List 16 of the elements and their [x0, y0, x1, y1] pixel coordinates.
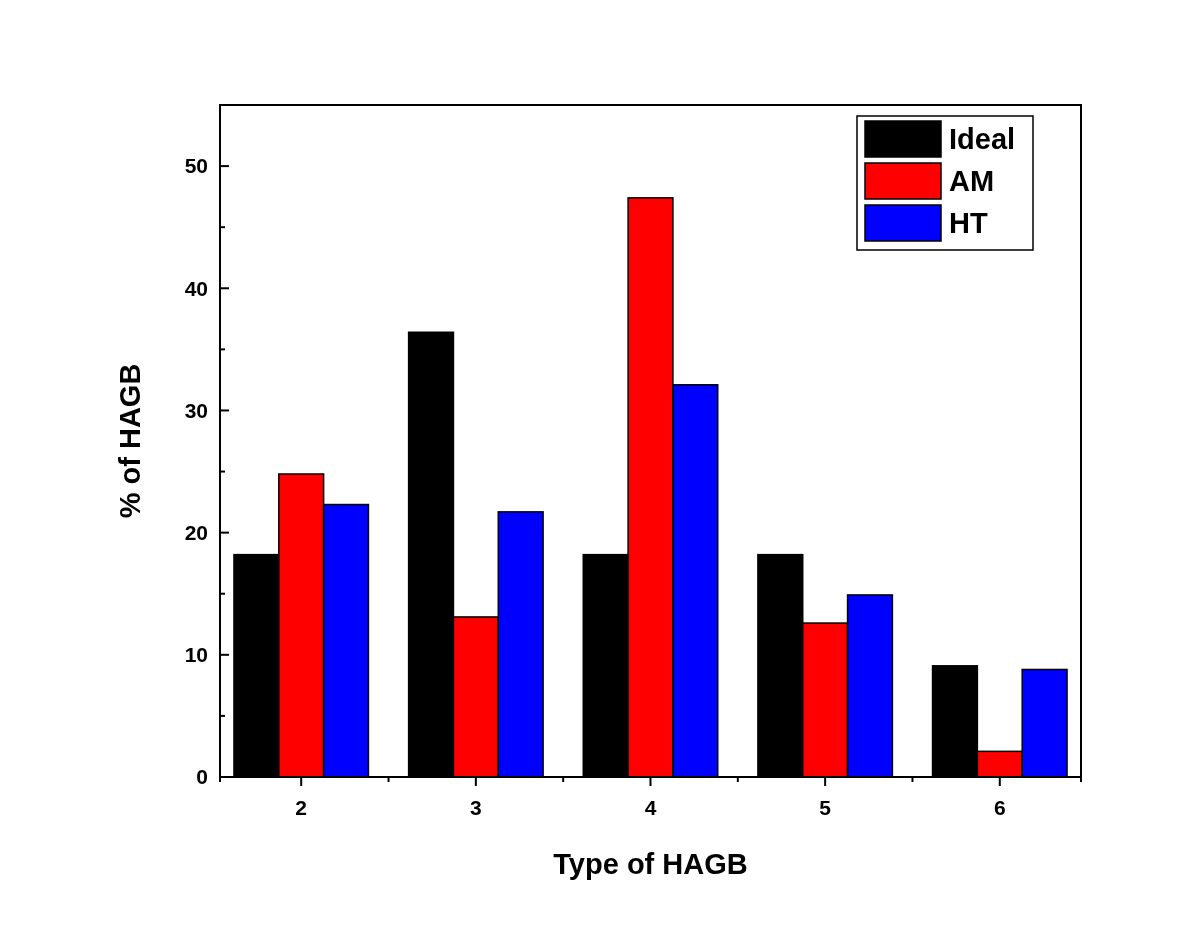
- y-tick-label: 10: [184, 643, 208, 667]
- x-axis-title: Type of HAGB: [553, 848, 748, 880]
- y-tick-label: 40: [184, 276, 208, 300]
- legend-label: Ideal: [949, 123, 1016, 156]
- x-tick-label: 5: [819, 796, 832, 819]
- x-tick-label: 4: [644, 796, 657, 819]
- y-tick-label: 30: [184, 398, 208, 422]
- y-tick-label: 20: [184, 520, 208, 544]
- y-tick-label: 0: [196, 765, 208, 789]
- x-tick-label: 6: [993, 796, 1006, 819]
- x-tick-label: 3: [470, 796, 482, 819]
- y-axis-title: % of HAGB: [114, 363, 146, 519]
- legend-label: AM: [949, 165, 995, 198]
- x-tick-label: 2: [295, 796, 308, 819]
- y-tick-label: 50: [184, 154, 208, 178]
- legend-label: HT: [949, 207, 988, 240]
